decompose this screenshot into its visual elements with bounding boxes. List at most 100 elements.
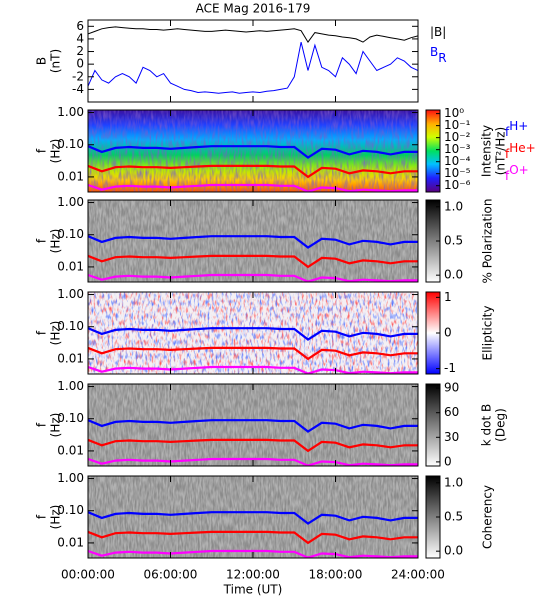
y-axis-label: (nT) [49, 49, 63, 73]
colorbar-label: Intensity [480, 125, 494, 177]
y-tick-label: 1.00 [57, 105, 84, 119]
colorbar-tick-label: 0 [444, 326, 452, 340]
y-axis-label: f [35, 514, 49, 519]
y-tick-label: 0.01 [57, 169, 84, 183]
colorbar-tick-label: 10⁻² [444, 130, 471, 144]
colorbar-tick-label: 0.0 [444, 268, 463, 282]
y-axis-label: (Hz) [49, 505, 63, 530]
series-line [88, 365, 418, 374]
y-axis-label: (Hz) [49, 413, 63, 438]
x-tick-label: 12:00:00 [226, 568, 280, 582]
legend-name: |B| [430, 25, 446, 39]
series-line [88, 254, 418, 269]
series-line [88, 41, 418, 94]
colorbar-tick-label: 10⁻⁶ [444, 178, 471, 192]
legend-name: f [505, 125, 510, 139]
y-axis-label: (Hz) [49, 139, 63, 164]
legend-entry: fO+ [505, 163, 529, 183]
y-tick-label: -2 [72, 69, 84, 83]
series-line [88, 530, 418, 545]
y-axis-label: (Hz) [49, 229, 63, 254]
plot-frame [87, 19, 419, 103]
colorbar-tick-label: 10⁻¹ [444, 118, 471, 132]
series-line [88, 235, 418, 249]
y-axis-label: f [35, 238, 49, 243]
colorbar-tick-label: 10⁻⁴ [444, 154, 471, 168]
colorbar-tick-label: 1.0 [444, 199, 463, 213]
series-line [88, 549, 418, 558]
colorbar [425, 109, 441, 193]
colorbar [425, 383, 441, 467]
series-line [88, 419, 418, 433]
colorbar-label: k dot B [480, 404, 494, 446]
series-line [88, 346, 418, 361]
y-tick-label: 0.10 [57, 319, 84, 333]
y-tick-label: 0.10 [57, 503, 84, 517]
colorbar-label: (Deg) [494, 408, 508, 442]
colorbar-tick-label: -1 [444, 361, 456, 375]
legend-subscript: H+ [509, 119, 528, 133]
x-axis-label: Time (UT) [223, 583, 283, 597]
colorbar-tick-label: 10⁰ [444, 106, 464, 120]
y-tick-label: 4 [76, 31, 84, 45]
y-axis-label: f [35, 330, 49, 335]
colorbar-tick-label: 0 [444, 454, 452, 468]
series-line [88, 273, 418, 282]
y-tick-label: 0.01 [57, 535, 84, 549]
legend-entry: fHe+ [505, 141, 536, 161]
y-tick-label: 0.10 [57, 411, 84, 425]
colorbar-tick-label: 0.0 [444, 544, 463, 558]
legend-subscript: He+ [509, 141, 535, 155]
colorbar-tick-label: 1.0 [444, 475, 463, 489]
y-tick-label: -4 [72, 82, 84, 96]
colorbar-tick-label: 0.5 [444, 510, 463, 524]
y-tick-label: 0.01 [57, 259, 84, 273]
legend-subscript: O+ [509, 163, 529, 177]
series-line [88, 511, 418, 525]
colorbar-tick-label: 30 [444, 430, 459, 444]
series-line [88, 145, 418, 159]
series-line [88, 457, 418, 466]
x-tick-label: 00:00:00 [61, 568, 115, 582]
y-tick-label: 1.00 [57, 379, 84, 393]
y-tick-label: 0.10 [57, 137, 84, 151]
y-tick-label: 6 [76, 19, 84, 33]
y-axis-label: f [35, 148, 49, 153]
colorbar-tick-label: 60 [444, 405, 459, 419]
colorbar-label: (nT²/Hz) [494, 127, 508, 175]
x-tick-label: 24:00:00 [391, 568, 445, 582]
legend-entry: BR [430, 45, 447, 65]
colorbar-tick-label: 10⁻³ [444, 142, 471, 156]
chart-title: ACE Mag 2016-179 [196, 2, 311, 16]
y-tick-label: 0 [76, 57, 84, 71]
legend-name: f [505, 147, 510, 161]
colorbar-label: % Polarization [481, 199, 495, 284]
y-tick-label: 0.01 [57, 443, 84, 457]
y-tick-label: 1.00 [57, 287, 84, 301]
series-line [88, 164, 418, 179]
colorbar-label: Ellipticity [481, 306, 495, 361]
y-tick-label: 1.00 [57, 195, 84, 209]
x-tick-label: 18:00:00 [309, 568, 363, 582]
legend-subscript: R [438, 51, 446, 65]
series-line [88, 327, 418, 341]
y-tick-label: 0.01 [57, 351, 84, 365]
legend-name: B [430, 45, 438, 59]
legend-name: f [505, 169, 510, 183]
colorbar-tick-label: 1 [444, 290, 452, 304]
y-tick-label: 0.10 [57, 227, 84, 241]
series-line [88, 438, 418, 453]
legend-entry: |B| [430, 25, 446, 39]
x-tick-label: 06:00:00 [144, 568, 198, 582]
y-axis-label: (Hz) [49, 321, 63, 346]
y-tick-label: 2 [76, 44, 84, 58]
series-line [88, 26, 418, 44]
y-tick-label: 1.00 [57, 471, 84, 485]
colorbar-tick-label: 90 [444, 381, 459, 395]
colorbar-label: Coherency [481, 485, 495, 549]
legend-entry: fH+ [505, 119, 528, 139]
colorbar-tick-label: 10⁻⁵ [444, 166, 471, 180]
y-axis-label: f [35, 422, 49, 427]
series-line [88, 183, 418, 192]
